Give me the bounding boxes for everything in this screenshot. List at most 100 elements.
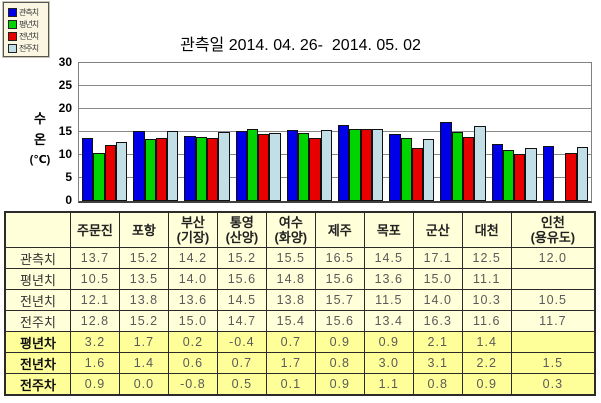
cell-전주치-목포: 13.4 — [363, 310, 414, 332]
gridline-5 — [79, 177, 591, 178]
cell-전년차-목포: 3.0 — [363, 352, 414, 374]
y-tick-25: 25 — [58, 78, 72, 92]
bar-주문진-전년치 — [104, 145, 116, 201]
cell-전주차-인천(용유도): 0.3 — [510, 373, 596, 396]
bar-부산(기장)-평년치 — [195, 136, 207, 201]
cell-평년차-군산: 2.1 — [412, 331, 463, 353]
column-header-주문진: 주문진 — [69, 211, 120, 248]
cell-전주차-여수(화양): 0.1 — [265, 373, 316, 396]
row-label-전주치: 전주치 — [4, 310, 71, 332]
table-row-관측치: 관측치 13.7 15.2 14.2 15.2 15.5 16.5 14.5 17.1 12.5 1… — [4, 247, 596, 269]
table-head: 주문진 포항 부산 (기장) 통영 (산양) 여수 (화양) 제주 목포 군산 대천 인천 (용유… — [4, 211, 596, 248]
cell-평년치-목포: 13.6 — [363, 268, 414, 290]
cell-평년치-통영(산양): 15.6 — [216, 268, 267, 290]
row-label-전주차: 전주차 — [4, 373, 71, 396]
y-tick-30: 30 — [58, 55, 72, 69]
bar-부산(기장)-전주치 — [218, 132, 230, 201]
legend-swatch-icon — [8, 31, 17, 41]
row-label-평년치: 평년치 — [4, 268, 71, 290]
cell-전년치-포항: 13.8 — [118, 289, 169, 311]
cell-전주치-통영(산양): 14.7 — [216, 310, 267, 332]
cell-전년치-부산(기장): 13.6 — [167, 289, 218, 311]
cell-전년치-대천: 10.3 — [461, 289, 512, 311]
legend-label: 전주치 — [19, 43, 39, 53]
cell-전년치-통영(산양): 14.5 — [216, 289, 267, 311]
bar-군산-관측치 — [440, 122, 452, 201]
bar-대천-전년치 — [514, 153, 526, 201]
legend-swatch-icon — [8, 43, 17, 53]
table-row-평년치: 평년치 10.5 13.5 14.0 15.6 14.8 15.6 13.6 15.0 11.1 — [4, 268, 596, 290]
cell-전년차-주문진: 1.6 — [69, 352, 120, 374]
row-label-전년차: 전년차 — [4, 352, 71, 374]
cell-전년치-여수(화양): 13.8 — [265, 289, 316, 311]
bar-목포-평년치 — [400, 138, 412, 201]
bar-대천-평년치 — [502, 149, 515, 201]
gridline-25 — [79, 85, 591, 86]
cell-전주치-포항: 15.2 — [118, 310, 169, 332]
cell-평년차-제주: 0.9 — [314, 331, 365, 353]
cell-관측치-통영(산양): 15.2 — [216, 247, 267, 269]
column-header-제주: 제주 — [314, 211, 365, 248]
bar-군산-전주치 — [474, 126, 486, 201]
bar-포항-전년치 — [155, 137, 168, 201]
cell-평년차-목포: 0.9 — [363, 331, 414, 353]
cell-전주차-목포: 1.1 — [363, 373, 414, 396]
y-axis-label-line: 수 — [34, 111, 46, 126]
cell-평년치-군산: 15.0 — [412, 268, 463, 290]
bar-통영(산양)-전주치 — [269, 133, 281, 201]
cell-관측치-대천: 12.5 — [461, 247, 512, 269]
cell-전주차-주문진: 0.9 — [69, 373, 120, 396]
cell-전년차-대천: 2.2 — [461, 352, 512, 374]
table-corner-cell — [4, 211, 71, 248]
cell-평년차-통영(산양): -0.4 — [216, 331, 267, 353]
bar-포항-관측치 — [133, 131, 145, 201]
bar-인천(용유도)-전주치 — [576, 147, 588, 201]
cell-평년차-포항: 1.7 — [118, 331, 169, 353]
cell-관측치-여수(화양): 15.5 — [265, 247, 316, 269]
cell-평년치-포항: 13.5 — [118, 268, 169, 290]
cell-평년치-부산(기장): 14.0 — [167, 268, 218, 290]
cell-전년차-여수(화양): 1.7 — [265, 352, 316, 374]
cell-평년치-여수(화양): 14.8 — [265, 268, 316, 290]
table-row-전주차: 전주차 0.9 0.0 -0.8 0.5 0.1 0.9 1.1 0.8 0.9 0.3 — [4, 373, 596, 396]
cell-전년차-부산(기장): 0.6 — [167, 352, 218, 374]
column-header-군산: 군산 — [412, 211, 463, 248]
y-tick-20: 20 — [58, 101, 72, 115]
bar-통영(산양)-관측치 — [235, 131, 247, 201]
cell-전년치-군산: 14.0 — [412, 289, 463, 311]
bar-제주-평년치 — [349, 129, 361, 201]
bar-주문진-전주치 — [115, 142, 128, 201]
gridline-10 — [79, 154, 591, 155]
row-label-전년치: 전년치 — [4, 289, 71, 311]
cell-전주치-부산(기장): 15.0 — [167, 310, 218, 332]
bar-목포-관측치 — [389, 134, 401, 201]
legend-item-전주치: 전주치 — [8, 42, 45, 54]
cell-전주치-군산: 16.3 — [412, 310, 463, 332]
cell-전주차-제주: 0.9 — [314, 373, 365, 396]
bar-부산(기장)-관측치 — [184, 135, 196, 201]
bar-여수(화양)-평년치 — [298, 132, 310, 201]
bar-주문진-관측치 — [82, 137, 94, 201]
cell-관측치-인천(용유도): 12.0 — [510, 247, 596, 269]
row-label-평년차: 평년차 — [4, 331, 71, 353]
bar-여수(화양)-전년치 — [309, 137, 321, 201]
table-row-평년차: 평년차 3.2 1.7 0.2 -0.4 0.7 0.9 0.9 2.1 1.4 — [4, 331, 596, 353]
cell-전년치-목포: 11.5 — [363, 289, 414, 311]
legend-label: 평년치 — [19, 19, 39, 29]
bar-통영(산양)-전년치 — [258, 134, 270, 201]
legend-item-평년치: 평년치 — [8, 18, 45, 30]
table-body: 관측치 13.7 15.2 14.2 15.2 15.5 16.5 14.5 17.1 12.5 1… — [4, 247, 596, 396]
cell-평년치-인천(용유도) — [510, 268, 596, 290]
row-label-관측치: 관측치 — [4, 247, 71, 269]
cell-관측치-군산: 17.1 — [412, 247, 463, 269]
bar-인천(용유도)-관측치 — [542, 145, 555, 201]
bar-제주-전주치 — [371, 129, 384, 201]
cell-관측치-부산(기장): 14.2 — [167, 247, 218, 269]
bar-제주-관측치 — [338, 125, 350, 201]
gridline-15 — [79, 131, 591, 132]
bar-인천(용유도)-전년치 — [565, 152, 577, 201]
bar-목포-전년치 — [411, 148, 424, 201]
y-tick-5: 5 — [65, 170, 72, 184]
cell-전주차-군산: 0.8 — [412, 373, 463, 396]
